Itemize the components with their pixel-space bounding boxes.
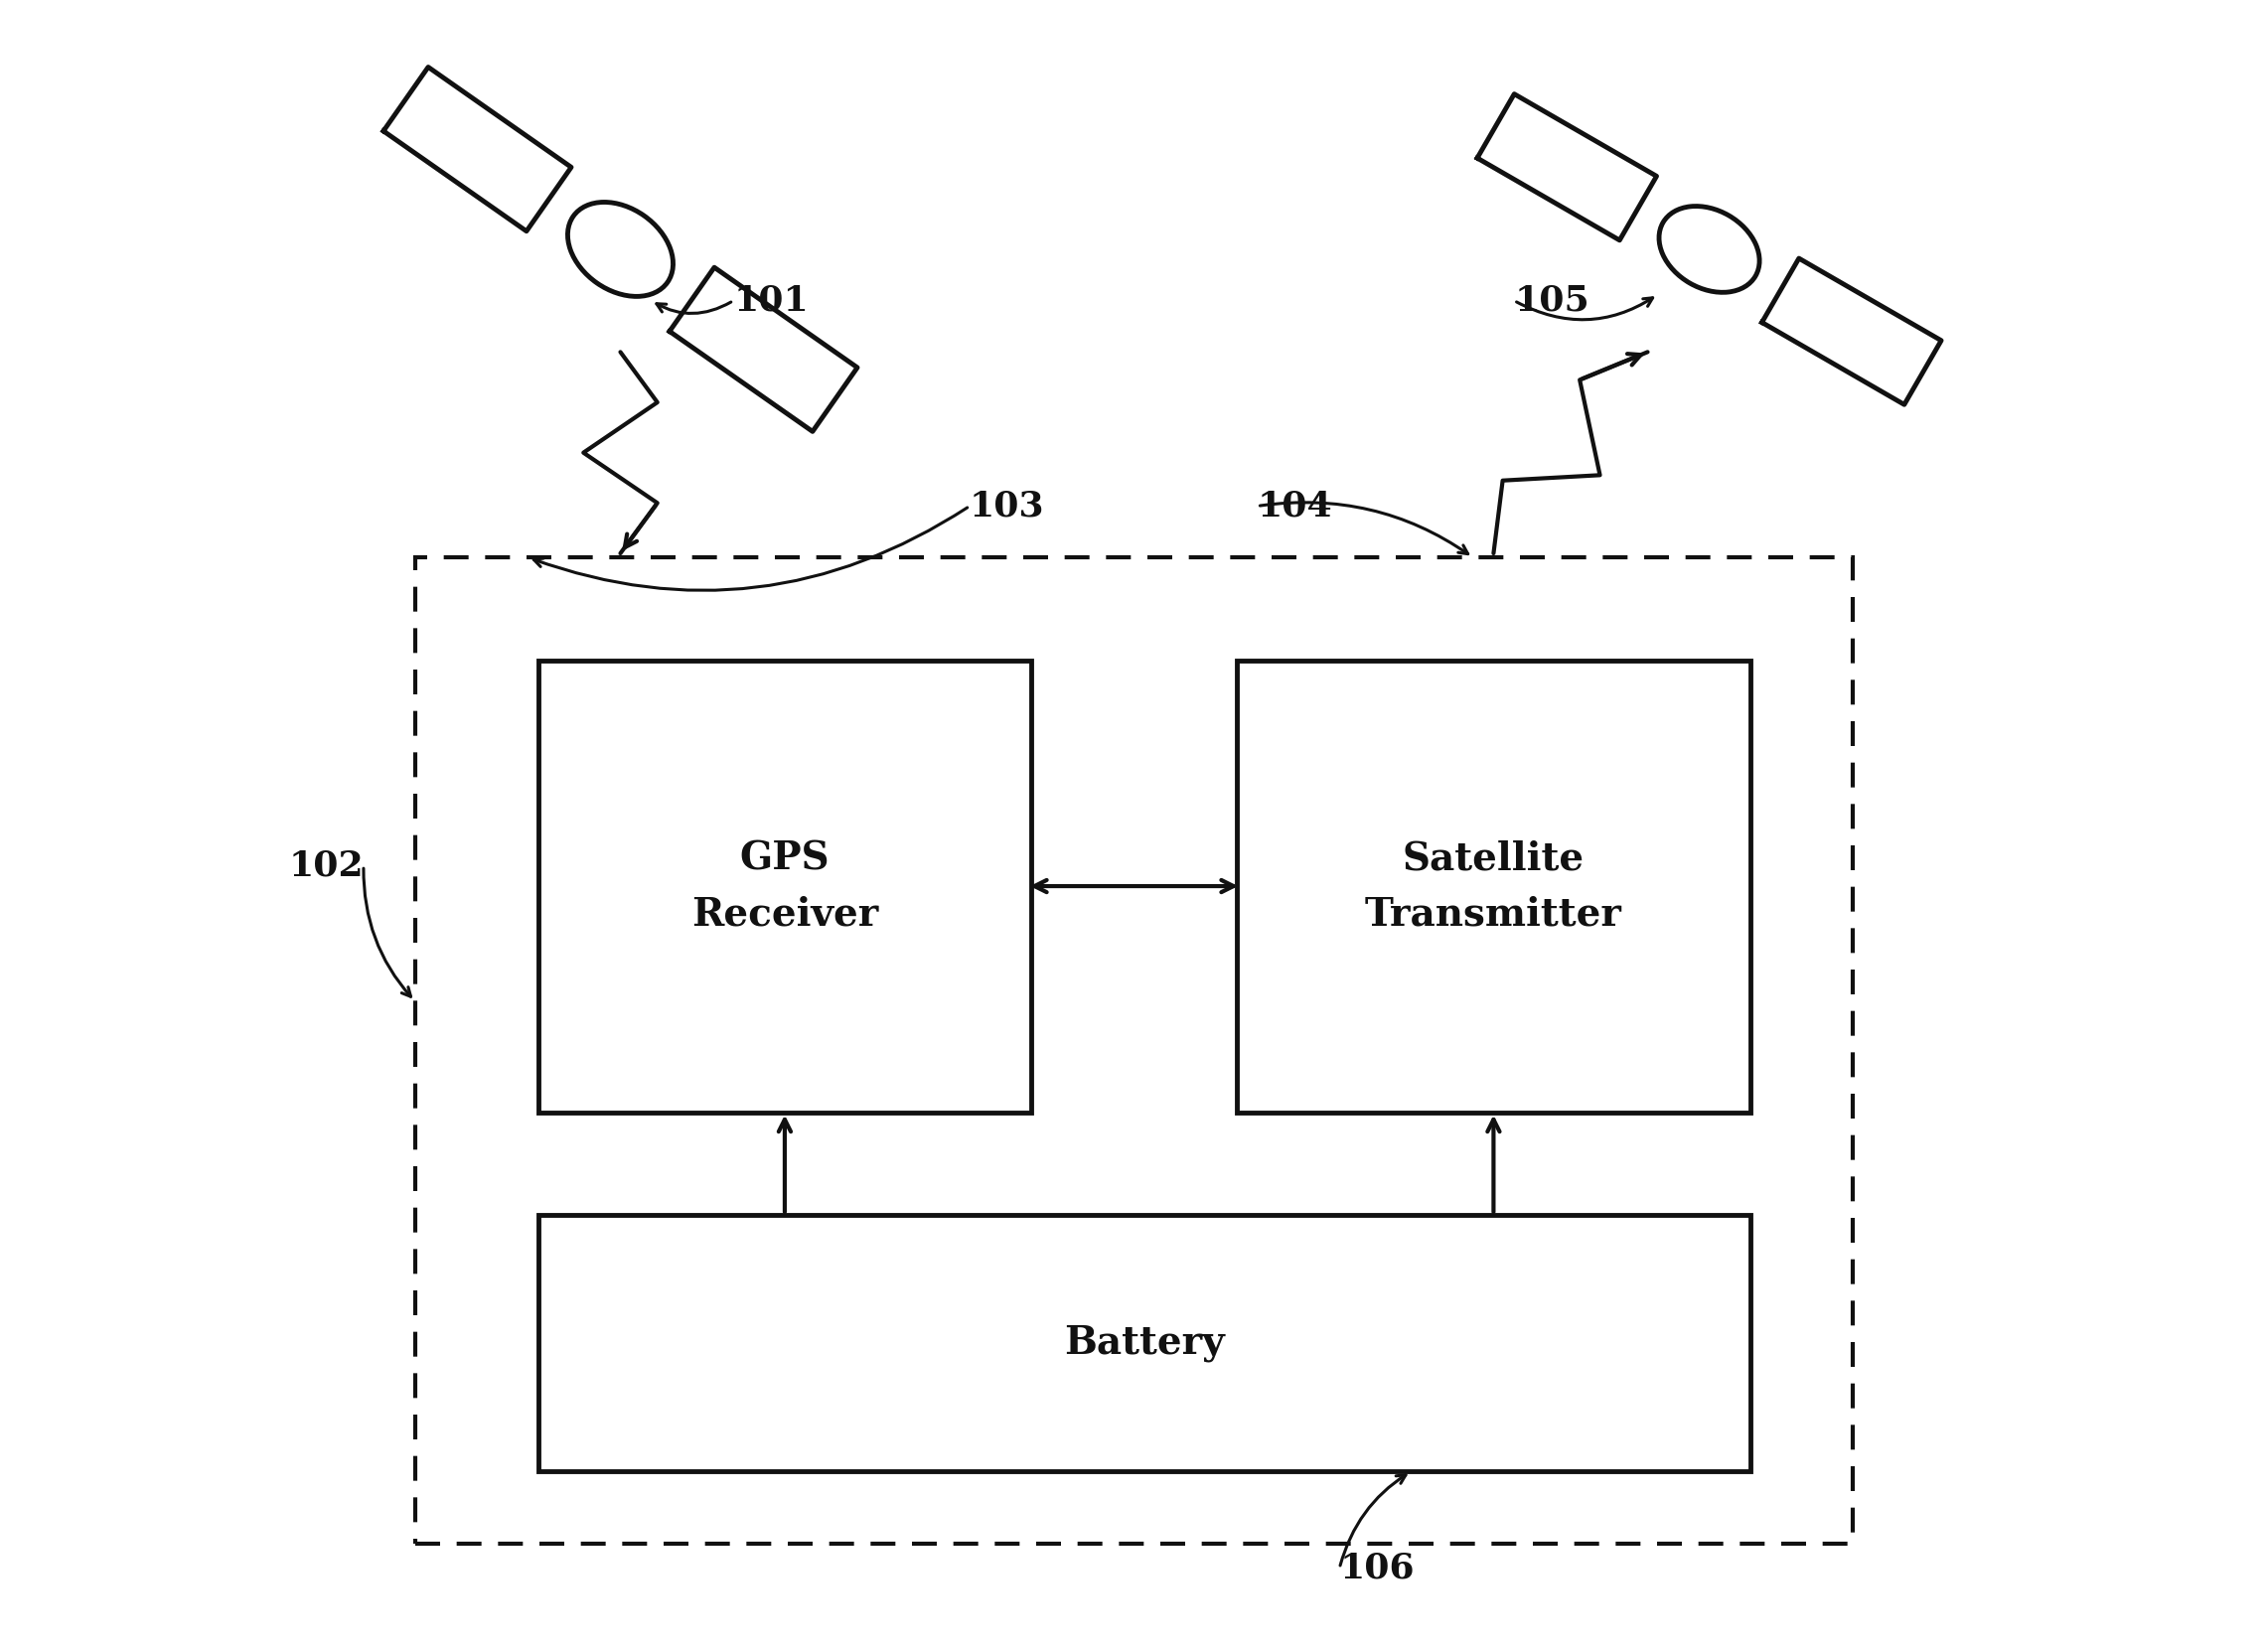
- Text: Satellite
Transmitter: Satellite Transmitter: [1365, 839, 1622, 933]
- Text: 101: 101: [733, 284, 810, 318]
- Bar: [538, 660, 1032, 1111]
- Text: 102: 102: [288, 849, 363, 882]
- Text: 104: 104: [1256, 490, 1331, 523]
- Text: Battery: Battery: [1064, 1324, 1225, 1362]
- Ellipse shape: [567, 203, 674, 297]
- Text: 103: 103: [971, 490, 1046, 523]
- Bar: [1236, 660, 1751, 1111]
- Polygon shape: [383, 68, 572, 231]
- Bar: [415, 557, 1853, 1543]
- Text: 106: 106: [1340, 1552, 1415, 1585]
- Text: 105: 105: [1515, 284, 1590, 318]
- Polygon shape: [669, 267, 857, 432]
- Text: GPS
Receiver: GPS Receiver: [692, 839, 878, 933]
- Polygon shape: [1762, 259, 1941, 404]
- Ellipse shape: [1660, 206, 1760, 292]
- Polygon shape: [1476, 94, 1656, 241]
- Bar: [538, 1215, 1751, 1471]
